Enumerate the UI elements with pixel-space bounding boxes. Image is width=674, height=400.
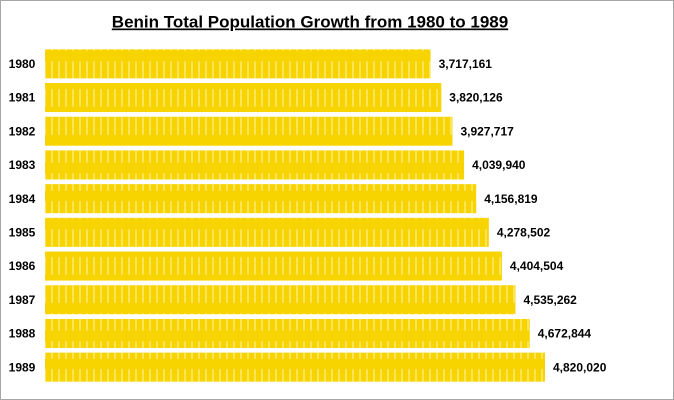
y-tick-label: 1986 [9, 259, 36, 273]
bar-texture [45, 116, 453, 146]
bar-texture [45, 318, 530, 348]
bar-texture [45, 184, 477, 214]
y-tick-label: 1981 [9, 91, 36, 105]
y-tick-label: 1983 [9, 158, 36, 172]
chart-title: Benin Total Population Growth from 1980 … [112, 12, 508, 31]
bar-value-label: 4,278,502 [497, 226, 551, 240]
bar-texture [45, 150, 465, 180]
y-tick-label: 1988 [9, 327, 36, 341]
bar-value-label: 3,820,126 [449, 91, 503, 105]
y-tick-label: 1980 [9, 57, 36, 71]
bar-value-label: 4,404,504 [510, 259, 564, 273]
y-tick-label: 1984 [9, 192, 36, 206]
bar-value-label: 4,156,819 [484, 192, 538, 206]
bar-texture [45, 352, 545, 382]
bar-value-label: 3,717,161 [439, 57, 493, 71]
y-tick-label: 1989 [9, 360, 36, 374]
bar-texture [45, 251, 502, 281]
y-tick-label: 1982 [9, 124, 36, 138]
bar-value-label: 4,672,844 [538, 327, 592, 341]
y-tick-label: 1987 [9, 293, 36, 307]
bar-value-label: 4,039,940 [472, 158, 526, 172]
bar-texture [45, 49, 431, 79]
y-tick-label: 1985 [9, 226, 36, 240]
bar-value-label: 4,535,262 [523, 293, 577, 307]
bar-texture [45, 285, 516, 315]
bar-value-label: 3,927,717 [460, 124, 514, 138]
bar-texture [45, 217, 489, 247]
bar-texture [45, 83, 442, 113]
bar-value-label: 4,820,020 [553, 360, 607, 374]
